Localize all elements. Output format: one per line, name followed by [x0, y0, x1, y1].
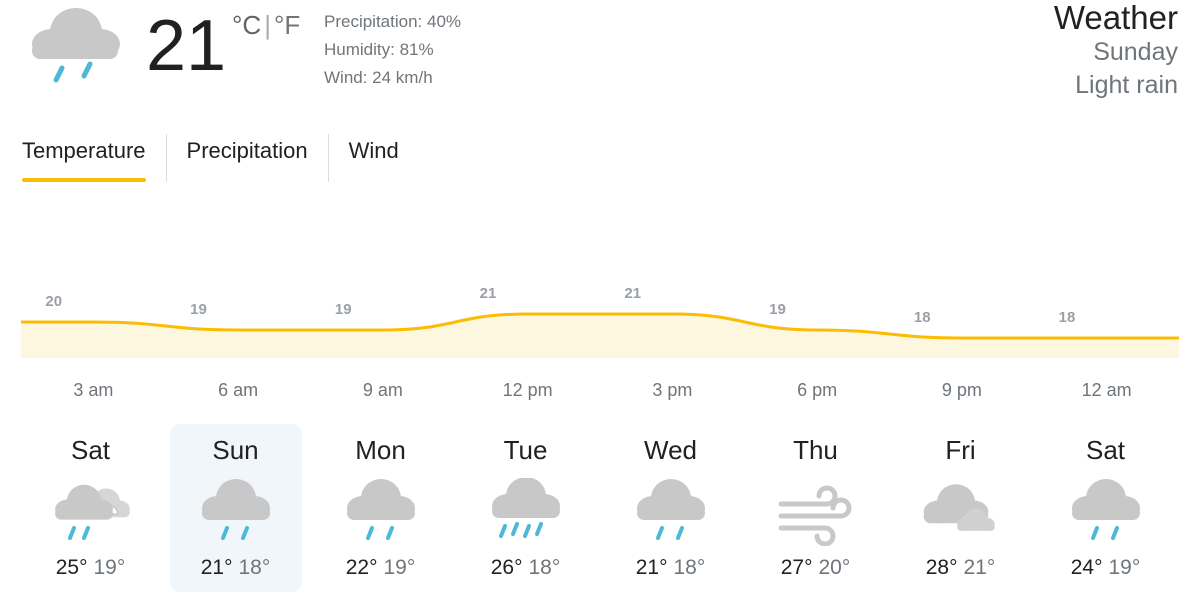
forecast-day-name: Fri	[945, 435, 976, 465]
chart-data-label: 18	[914, 309, 931, 326]
chart-data-label: 21	[480, 285, 497, 302]
light-rain-icon	[636, 479, 705, 540]
hour-label: 6 am	[218, 380, 259, 400]
current-temperature: 21	[146, 6, 227, 86]
chart-line	[21, 312, 1179, 340]
forecast-high: 24°	[1070, 556, 1103, 579]
hour-label: 9 am	[362, 380, 403, 400]
temperature-chart[interactable]: 20 19 19 21 21 19 18 18	[0, 280, 1200, 370]
hour-label: 3 am	[73, 380, 114, 400]
forecast-day-name: Mon	[355, 435, 406, 465]
light-rain-icon	[1071, 479, 1140, 540]
unit-separator: |	[264, 10, 271, 40]
forecast-day-fri[interactable]: Fri 28° 21°	[895, 424, 1027, 592]
forecast-temps: 25° 19°	[25, 556, 157, 580]
forecast-day-name: Wed	[644, 435, 697, 465]
weather-day: Sunday	[1093, 38, 1178, 66]
chart-data-label: 20	[45, 293, 62, 310]
forecast-high: 25°	[55, 556, 88, 579]
wind-value: Wind: 24 km/h	[324, 68, 433, 87]
tab-wind[interactable]: Wind	[327, 134, 419, 182]
cloudy-icon	[923, 484, 995, 534]
forecast-low: 18°	[528, 556, 561, 579]
unit-toggle: °C | °F	[232, 10, 300, 41]
forecast-temps: 22° 19°	[315, 556, 447, 580]
chart-area	[21, 314, 1179, 358]
chart-tabs: Temperature Precipitation Wind	[22, 134, 419, 182]
forecast-day-name: Tue	[503, 435, 548, 465]
rain-cloud-icon	[32, 8, 120, 83]
wind-icon	[778, 485, 851, 546]
forecast-low: 20°	[818, 556, 851, 579]
forecast-day-mon[interactable]: Mon 22° 19°	[315, 424, 447, 592]
forecast-day-name: Sat	[1085, 435, 1126, 465]
hour-label: 6 pm	[797, 380, 838, 400]
forecast-day-sat-next[interactable]: Sat 24° 19°	[1040, 424, 1172, 592]
forecast-low: 18°	[673, 556, 706, 579]
forecast-temps: 28° 21°	[895, 556, 1027, 580]
weather-title: Weather	[1053, 0, 1178, 36]
chart-data-label: 19	[769, 301, 786, 318]
hour-label: 12 pm	[502, 380, 553, 400]
weather-header: Weather Sunday Light rain	[1054, 0, 1178, 102]
forecast-temps: 26° 18°	[460, 556, 592, 580]
forecast-high: 28°	[925, 556, 958, 579]
hour-label: 9 pm	[941, 380, 982, 400]
forecast-day-sun[interactable]: Sun 21° 18°	[169, 424, 302, 592]
forecast-temps: 24° 19°	[1040, 556, 1172, 580]
daily-forecast: Sat 25° 19° Sun 21° 18° Mon 22° 19° Tue 26° 18° Wed 2…	[18, 424, 1178, 594]
forecast-day-name: Sat	[70, 435, 111, 465]
forecast-temps: 27° 20°	[750, 556, 882, 580]
forecast-temps: 21° 18°	[170, 556, 302, 580]
hour-labels: 3 am 6 am 9 am 12 pm 3 pm 6 pm 9 pm 12 am	[21, 380, 1179, 404]
forecast-high: 27°	[780, 556, 813, 579]
forecast-day-name: Sun	[212, 435, 259, 465]
weather-condition: Light rain	[1075, 71, 1178, 99]
chart-data-label: 19	[335, 301, 352, 318]
light-rain-icon	[346, 479, 415, 540]
forecast-day-sat[interactable]: Sat 25° 19°	[25, 424, 157, 592]
forecast-low: 19°	[383, 556, 416, 579]
fahrenheit-button[interactable]: °F	[273, 10, 301, 40]
forecast-day-wed[interactable]: Wed 21° 18°	[605, 424, 737, 592]
tab-precipitation[interactable]: Precipitation	[165, 134, 328, 182]
tab-temperature[interactable]: Temperature	[22, 134, 166, 182]
hour-label: 12 am	[1081, 380, 1132, 400]
forecast-temps: 21° 18°	[605, 556, 737, 580]
light-rain-icon	[201, 479, 270, 540]
forecast-high: 26°	[490, 556, 523, 579]
forecast-day-name: Thu	[793, 435, 838, 465]
forecast-high: 21°	[635, 556, 668, 579]
current-details: Precipitation: 40% Humidity: 81% Wind: 2…	[324, 8, 461, 92]
rain-partly-cloudy-icon	[54, 484, 130, 540]
rain-showers-icon	[491, 478, 560, 538]
humidity-value: Humidity: 81%	[324, 40, 434, 59]
celsius-button[interactable]: °C	[232, 10, 262, 40]
chart-data-label: 18	[1059, 309, 1076, 326]
forecast-low: 19°	[93, 556, 126, 579]
forecast-day-thu[interactable]: Thu 27° 20°	[750, 424, 882, 592]
hour-label: 3 pm	[652, 380, 693, 400]
forecast-low: 19°	[1108, 556, 1141, 579]
chart-data-label: 19	[190, 301, 207, 318]
precipitation-value: Precipitation: 40%	[324, 12, 462, 31]
forecast-high: 21°	[200, 556, 233, 579]
forecast-day-tue[interactable]: Tue 26° 18°	[460, 424, 592, 592]
forecast-high: 22°	[345, 556, 378, 579]
forecast-low: 18°	[238, 556, 271, 579]
forecast-low: 21°	[963, 556, 996, 579]
chart-data-label: 21	[624, 285, 641, 302]
